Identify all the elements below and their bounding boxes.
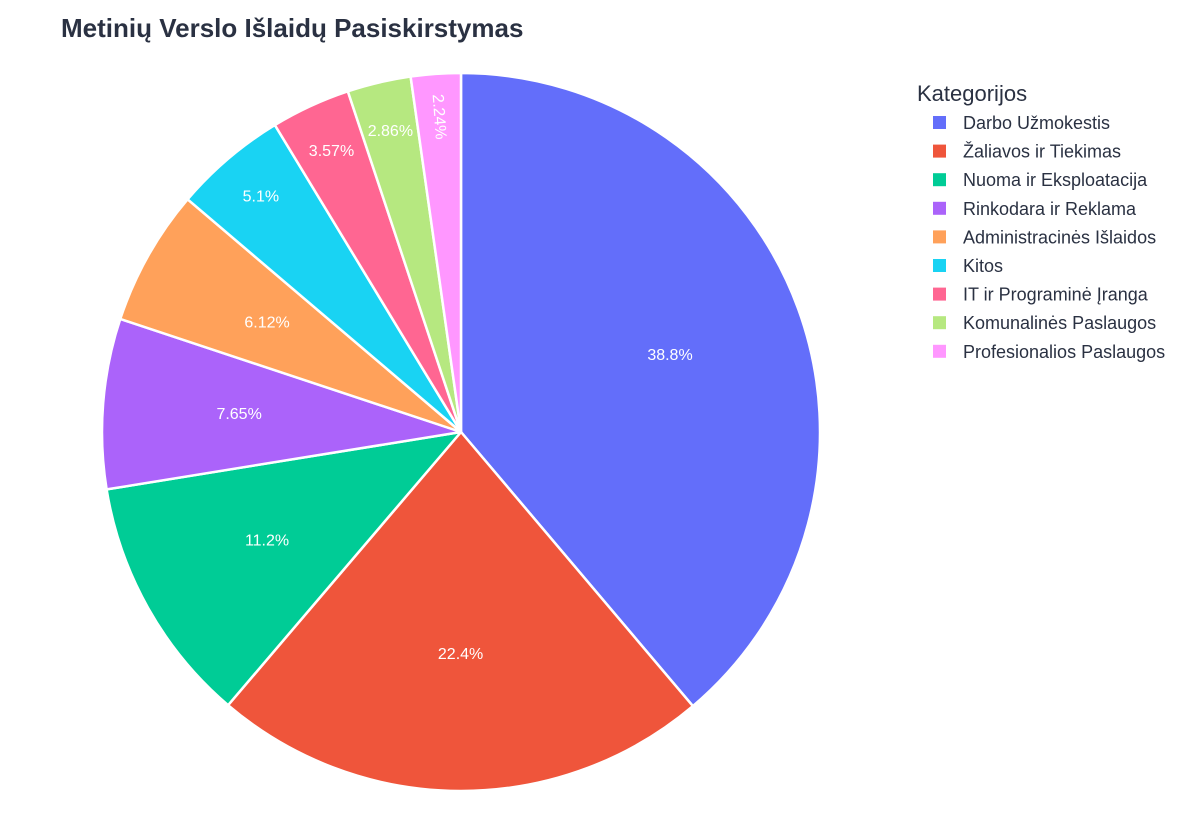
pie-slice-label-kitos: 5.1% xyxy=(243,188,279,205)
pie-slice-labels: 38.8% 22.4% 11.2% 7.65% 6.12% 5.1% 3.57% 2.86% 2… xyxy=(216,94,692,663)
legend-item-profesionalios-paslaugos[interactable]: Profesionalios Paslaugos xyxy=(933,342,1165,362)
pie-slice-administracines-islaidos[interactable] xyxy=(119,198,463,434)
legend-swatch-administracines-islaidos xyxy=(933,230,946,244)
legend-item-kitos[interactable]: Kitos xyxy=(933,256,1003,276)
legend-label-profesionalios-paslaugos: Profesionalios Paslaugos xyxy=(963,342,1165,362)
pie-slice-label-rinkodara-ir-reklama: 7.65% xyxy=(216,406,261,423)
legend-item-it-ir-programine-iranga[interactable]: IT ir Programinė Įranga xyxy=(933,285,1149,305)
pie-slice-profesionalios-paslaugos[interactable] xyxy=(409,71,463,434)
legend-item-nuoma-ir-eksploatacija[interactable]: Nuoma ir Eksploatacija xyxy=(933,170,1148,190)
legend-swatch-rinkodara-ir-reklama xyxy=(933,201,946,215)
legend-item-administracines-islaidos[interactable]: Administracinės Išlaidos xyxy=(933,227,1156,247)
pie-slice-label-profesionalios-paslaugos: 2.24% xyxy=(429,94,449,140)
legend-swatch-it-ir-programine-iranga xyxy=(933,287,946,301)
legend-swatch-zaliavos-ir-tiekimas xyxy=(933,144,946,158)
pie-slice-label-komunalines-paslaugos: 2.86% xyxy=(368,123,413,140)
pie-slice-nuoma-ir-eksploatacija[interactable] xyxy=(105,430,463,707)
pie-slice-darbo-uzmokestis[interactable] xyxy=(459,71,822,708)
pie-slice-rinkodara-ir-reklama[interactable] xyxy=(100,317,463,491)
pie-slice-label-it-ir-programine-iranga: 3.57% xyxy=(309,143,354,160)
chart-title: Metinių Verslo Išlaidų Pasiskirstymas xyxy=(61,13,523,43)
legend-items: Darbo Užmokestis Žaliavos ir Tiekimas Nuom… xyxy=(933,113,1165,362)
legend-item-zaliavos-ir-tiekimas[interactable]: Žaliavos ir Tiekimas xyxy=(933,142,1121,162)
legend-label-darbo-uzmokestis: Darbo Užmokestis xyxy=(963,113,1110,133)
legend-swatch-kitos xyxy=(933,259,946,272)
pie-slice-label-administracines-islaidos: 6.12% xyxy=(244,314,289,331)
pie-slice-label-zaliavos-ir-tiekimas: 22.4% xyxy=(438,646,483,663)
legend-label-kitos: Kitos xyxy=(963,256,1003,276)
legend-item-darbo-uzmokestis[interactable]: Darbo Užmokestis xyxy=(933,113,1110,133)
pie-slice-label-nuoma-ir-eksploatacija: 11.2% xyxy=(245,533,289,550)
legend: Kategorijos Darbo Užmokestis Žaliavos ir … xyxy=(917,81,1165,362)
legend-label-zaliavos-ir-tiekimas: Žaliavos ir Tiekimas xyxy=(963,142,1121,162)
pie-slices xyxy=(100,71,822,793)
legend-label-it-ir-programine-iranga: IT ir Programinė Įranga xyxy=(963,285,1149,305)
legend-swatch-nuoma-ir-eksploatacija xyxy=(933,173,946,187)
pie-slice-zaliavos-ir-tiekimas[interactable] xyxy=(226,430,695,793)
legend-label-rinkodara-ir-reklama: Rinkodara ir Reklama xyxy=(963,199,1137,219)
legend-title: Kategorijos xyxy=(917,81,1027,106)
legend-swatch-profesionalios-paslaugos xyxy=(933,344,946,358)
legend-swatch-darbo-uzmokestis xyxy=(933,116,946,129)
legend-label-administracines-islaidos: Administracinės Išlaidos xyxy=(963,227,1156,247)
pie-slice-label-darbo-uzmokestis: 38.8% xyxy=(647,347,692,364)
legend-item-rinkodara-ir-reklama[interactable]: Rinkodara ir Reklama xyxy=(933,199,1137,219)
legend-label-nuoma-ir-eksploatacija: Nuoma ir Eksploatacija xyxy=(963,170,1148,190)
legend-label-komunalines-paslaugos: Komunalinės Paslaugos xyxy=(963,313,1156,333)
legend-swatch-komunalines-paslaugos xyxy=(933,316,946,330)
legend-item-komunalines-paslaugos[interactable]: Komunalinės Paslaugos xyxy=(933,313,1156,333)
